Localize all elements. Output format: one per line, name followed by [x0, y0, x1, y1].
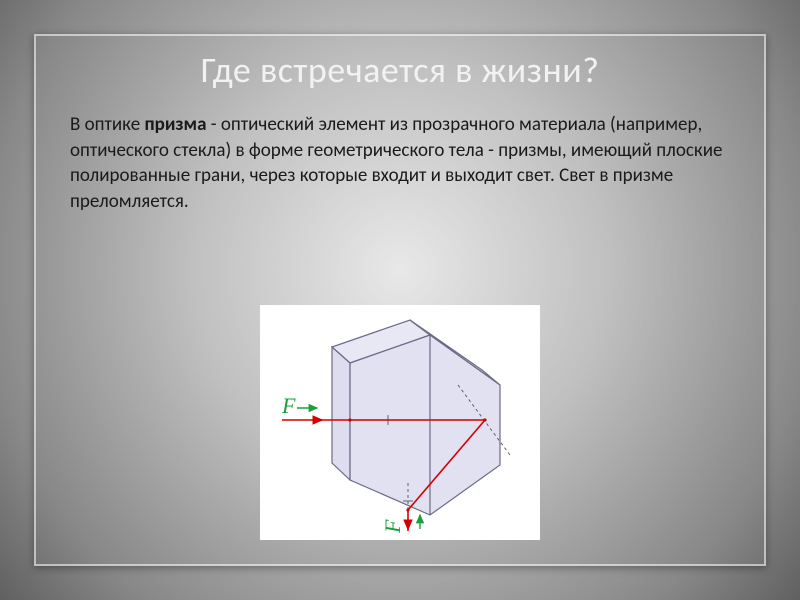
slide-body-text: В оптике призма - оптический элемент из …	[70, 112, 730, 215]
slide-title: Где встречается в жизни?	[0, 48, 800, 92]
slide: Где встречается в жизни? В оптике призма…	[0, 0, 800, 600]
body-bold: призма	[145, 113, 207, 136]
body-pre: В оптике	[70, 113, 145, 136]
prism-diagram: FF	[260, 305, 540, 540]
prism-svg: FF	[260, 305, 540, 540]
svg-text:F: F	[380, 519, 405, 534]
svg-text:F: F	[281, 393, 296, 418]
